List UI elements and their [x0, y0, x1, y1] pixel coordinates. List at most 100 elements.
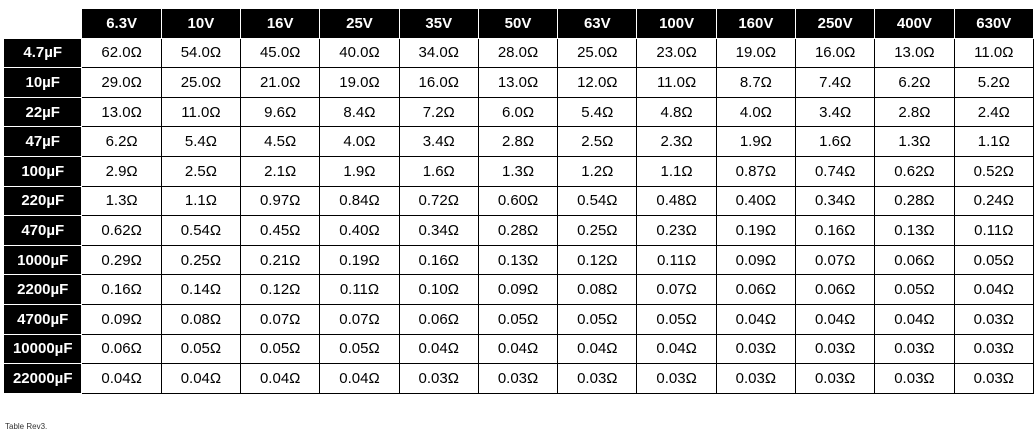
table-cell: 3.4Ω [398, 126, 479, 157]
table-cell: 0.06Ω [795, 274, 876, 305]
table-cell: 8.4Ω [319, 96, 400, 128]
table-cell: 2.8Ω [477, 126, 559, 157]
table-cell: 0.04Ω [636, 333, 717, 365]
table-caption: Table Rev3. [5, 422, 48, 431]
column-header: 400V [874, 8, 955, 39]
table-cell: 0.08Ω [557, 274, 638, 305]
table-cell: 0.13Ω [477, 244, 559, 276]
row-header: 100µF [4, 155, 83, 187]
table-cell: 2.9Ω [81, 155, 162, 187]
table-cell: 0.28Ω [874, 185, 955, 217]
table-cell: 0.03Ω [874, 363, 955, 394]
table-cell: 1.2Ω [557, 155, 638, 187]
row-header: 4.7µF [4, 37, 83, 69]
table-cell: 0.87Ω [715, 155, 797, 187]
table-cell: 3.4Ω [795, 96, 876, 128]
table-cell: 0.04Ω [398, 333, 479, 365]
table-cell: 0.04Ω [160, 363, 242, 394]
table-row: 22000µF 0.04Ω 0.04Ω 0.04Ω 0.04Ω 0.03Ω 0.03Ω 0.0… [4, 363, 1034, 394]
table-cell: 0.62Ω [81, 215, 162, 246]
table-row: 4.7µF 62.0Ω 54.0Ω 45.0Ω 40.0Ω 34.0Ω 28.0Ω 25.0Ω… [4, 37, 1034, 69]
table-cell: 6.2Ω [81, 126, 162, 157]
column-header: 160V [715, 8, 797, 39]
table-cell: 0.03Ω [953, 363, 1034, 394]
table-cell: 19.0Ω [715, 37, 797, 69]
table-cell: 2.5Ω [160, 155, 242, 187]
table-cell: 0.05Ω [874, 274, 955, 305]
table-cell: 1.1Ω [636, 155, 717, 187]
table-cell: 0.04Ω [953, 274, 1034, 305]
table-cell: 5.2Ω [953, 67, 1034, 98]
table-cell: 0.03Ω [557, 363, 638, 394]
table-cell: 2.4Ω [953, 96, 1034, 128]
table-cell: 0.06Ω [715, 274, 797, 305]
table-cell: 1.1Ω [160, 185, 242, 217]
table-cell: 1.3Ω [874, 126, 955, 157]
table-cell: 0.28Ω [477, 215, 559, 246]
table-cell: 2.3Ω [636, 126, 717, 157]
table-cell: 4.0Ω [319, 126, 400, 157]
table-cell: 0.19Ω [319, 244, 400, 276]
column-header: 10V [160, 8, 242, 39]
table-cell: 11.0Ω [160, 96, 242, 128]
table-cell: 1.1Ω [953, 126, 1034, 157]
table-cell: 0.97Ω [240, 185, 321, 217]
table-row: 2200µF 0.16Ω 0.14Ω 0.12Ω 0.11Ω 0.10Ω 0.09Ω 0.08… [4, 274, 1034, 305]
table-cell: 54.0Ω [160, 37, 242, 69]
table-cell: 0.52Ω [953, 155, 1034, 187]
table-cell: 29.0Ω [81, 67, 162, 98]
table-cell: 4.8Ω [636, 96, 717, 128]
table-cell: 12.0Ω [557, 67, 638, 98]
table-cell: 0.04Ω [715, 303, 797, 335]
table-cell: 0.74Ω [795, 155, 876, 187]
table-cell: 34.0Ω [398, 37, 479, 69]
table-cell: 19.0Ω [319, 67, 400, 98]
row-header: 47µF [4, 126, 83, 157]
table-row: 10µF 29.0Ω 25.0Ω 21.0Ω 19.0Ω 16.0Ω 13.0Ω 12.0Ω 1… [4, 67, 1034, 98]
table-cell: 0.03Ω [953, 333, 1034, 365]
table-cell: 0.40Ω [319, 215, 400, 246]
table-cell: 13.0Ω [874, 37, 955, 69]
table-row: 470µF 0.62Ω 0.54Ω 0.45Ω 0.40Ω 0.34Ω 0.28Ω 0.25Ω… [4, 215, 1034, 246]
table-cell: 0.21Ω [240, 244, 321, 276]
table-cell: 25.0Ω [160, 67, 242, 98]
table-cell: 25.0Ω [557, 37, 638, 69]
table-cell: 0.13Ω [874, 215, 955, 246]
table-cell: 1.9Ω [319, 155, 400, 187]
table-cell: 0.60Ω [477, 185, 559, 217]
table-cell: 0.23Ω [636, 215, 717, 246]
table-cell: 0.12Ω [557, 244, 638, 276]
table-cell: 11.0Ω [636, 67, 717, 98]
table-cell: 2.8Ω [874, 96, 955, 128]
table-cell: 0.25Ω [160, 244, 242, 276]
table-cell: 0.03Ω [398, 363, 479, 394]
table-cell: 0.11Ω [319, 274, 400, 305]
table-cell: 0.04Ω [874, 303, 955, 335]
column-header: 35V [398, 8, 479, 39]
table-cell: 0.06Ω [874, 244, 955, 276]
table-cell: 13.0Ω [477, 67, 559, 98]
esr-table: 6.3V 10V 16V 25V 35V 50V 63V 100V 160V 2… [4, 8, 1034, 394]
table-cell: 0.05Ω [319, 333, 400, 365]
row-header: 22µF [4, 96, 83, 128]
table-row: 10000µF 0.06Ω 0.05Ω 0.05Ω 0.05Ω 0.04Ω 0.04Ω 0.0… [4, 333, 1034, 365]
table-cell: 0.45Ω [240, 215, 321, 246]
table-cell: 1.3Ω [477, 155, 559, 187]
corner-cell [4, 8, 82, 39]
column-header: 250V [795, 8, 876, 39]
row-header: 22000µF [4, 363, 83, 394]
column-header: 50V [477, 8, 559, 39]
table-cell: 4.0Ω [715, 96, 797, 128]
table-row: 100µF 2.9Ω 2.5Ω 2.1Ω 1.9Ω 1.6Ω 1.3Ω 1.2Ω 1.1Ω 0.8… [4, 155, 1034, 187]
table-cell: 6.0Ω [477, 96, 559, 128]
table-cell: 0.03Ω [795, 333, 876, 365]
table-cell: 0.54Ω [160, 215, 242, 246]
row-header: 2200µF [4, 274, 83, 305]
row-header: 470µF [4, 215, 83, 246]
table-cell: 7.2Ω [398, 96, 479, 128]
table-cell: 0.03Ω [715, 333, 797, 365]
table-cell: 0.09Ω [81, 303, 162, 335]
table-cell: 0.04Ω [319, 363, 400, 394]
table-cell: 0.48Ω [636, 185, 717, 217]
column-header: 6.3V [81, 8, 162, 39]
